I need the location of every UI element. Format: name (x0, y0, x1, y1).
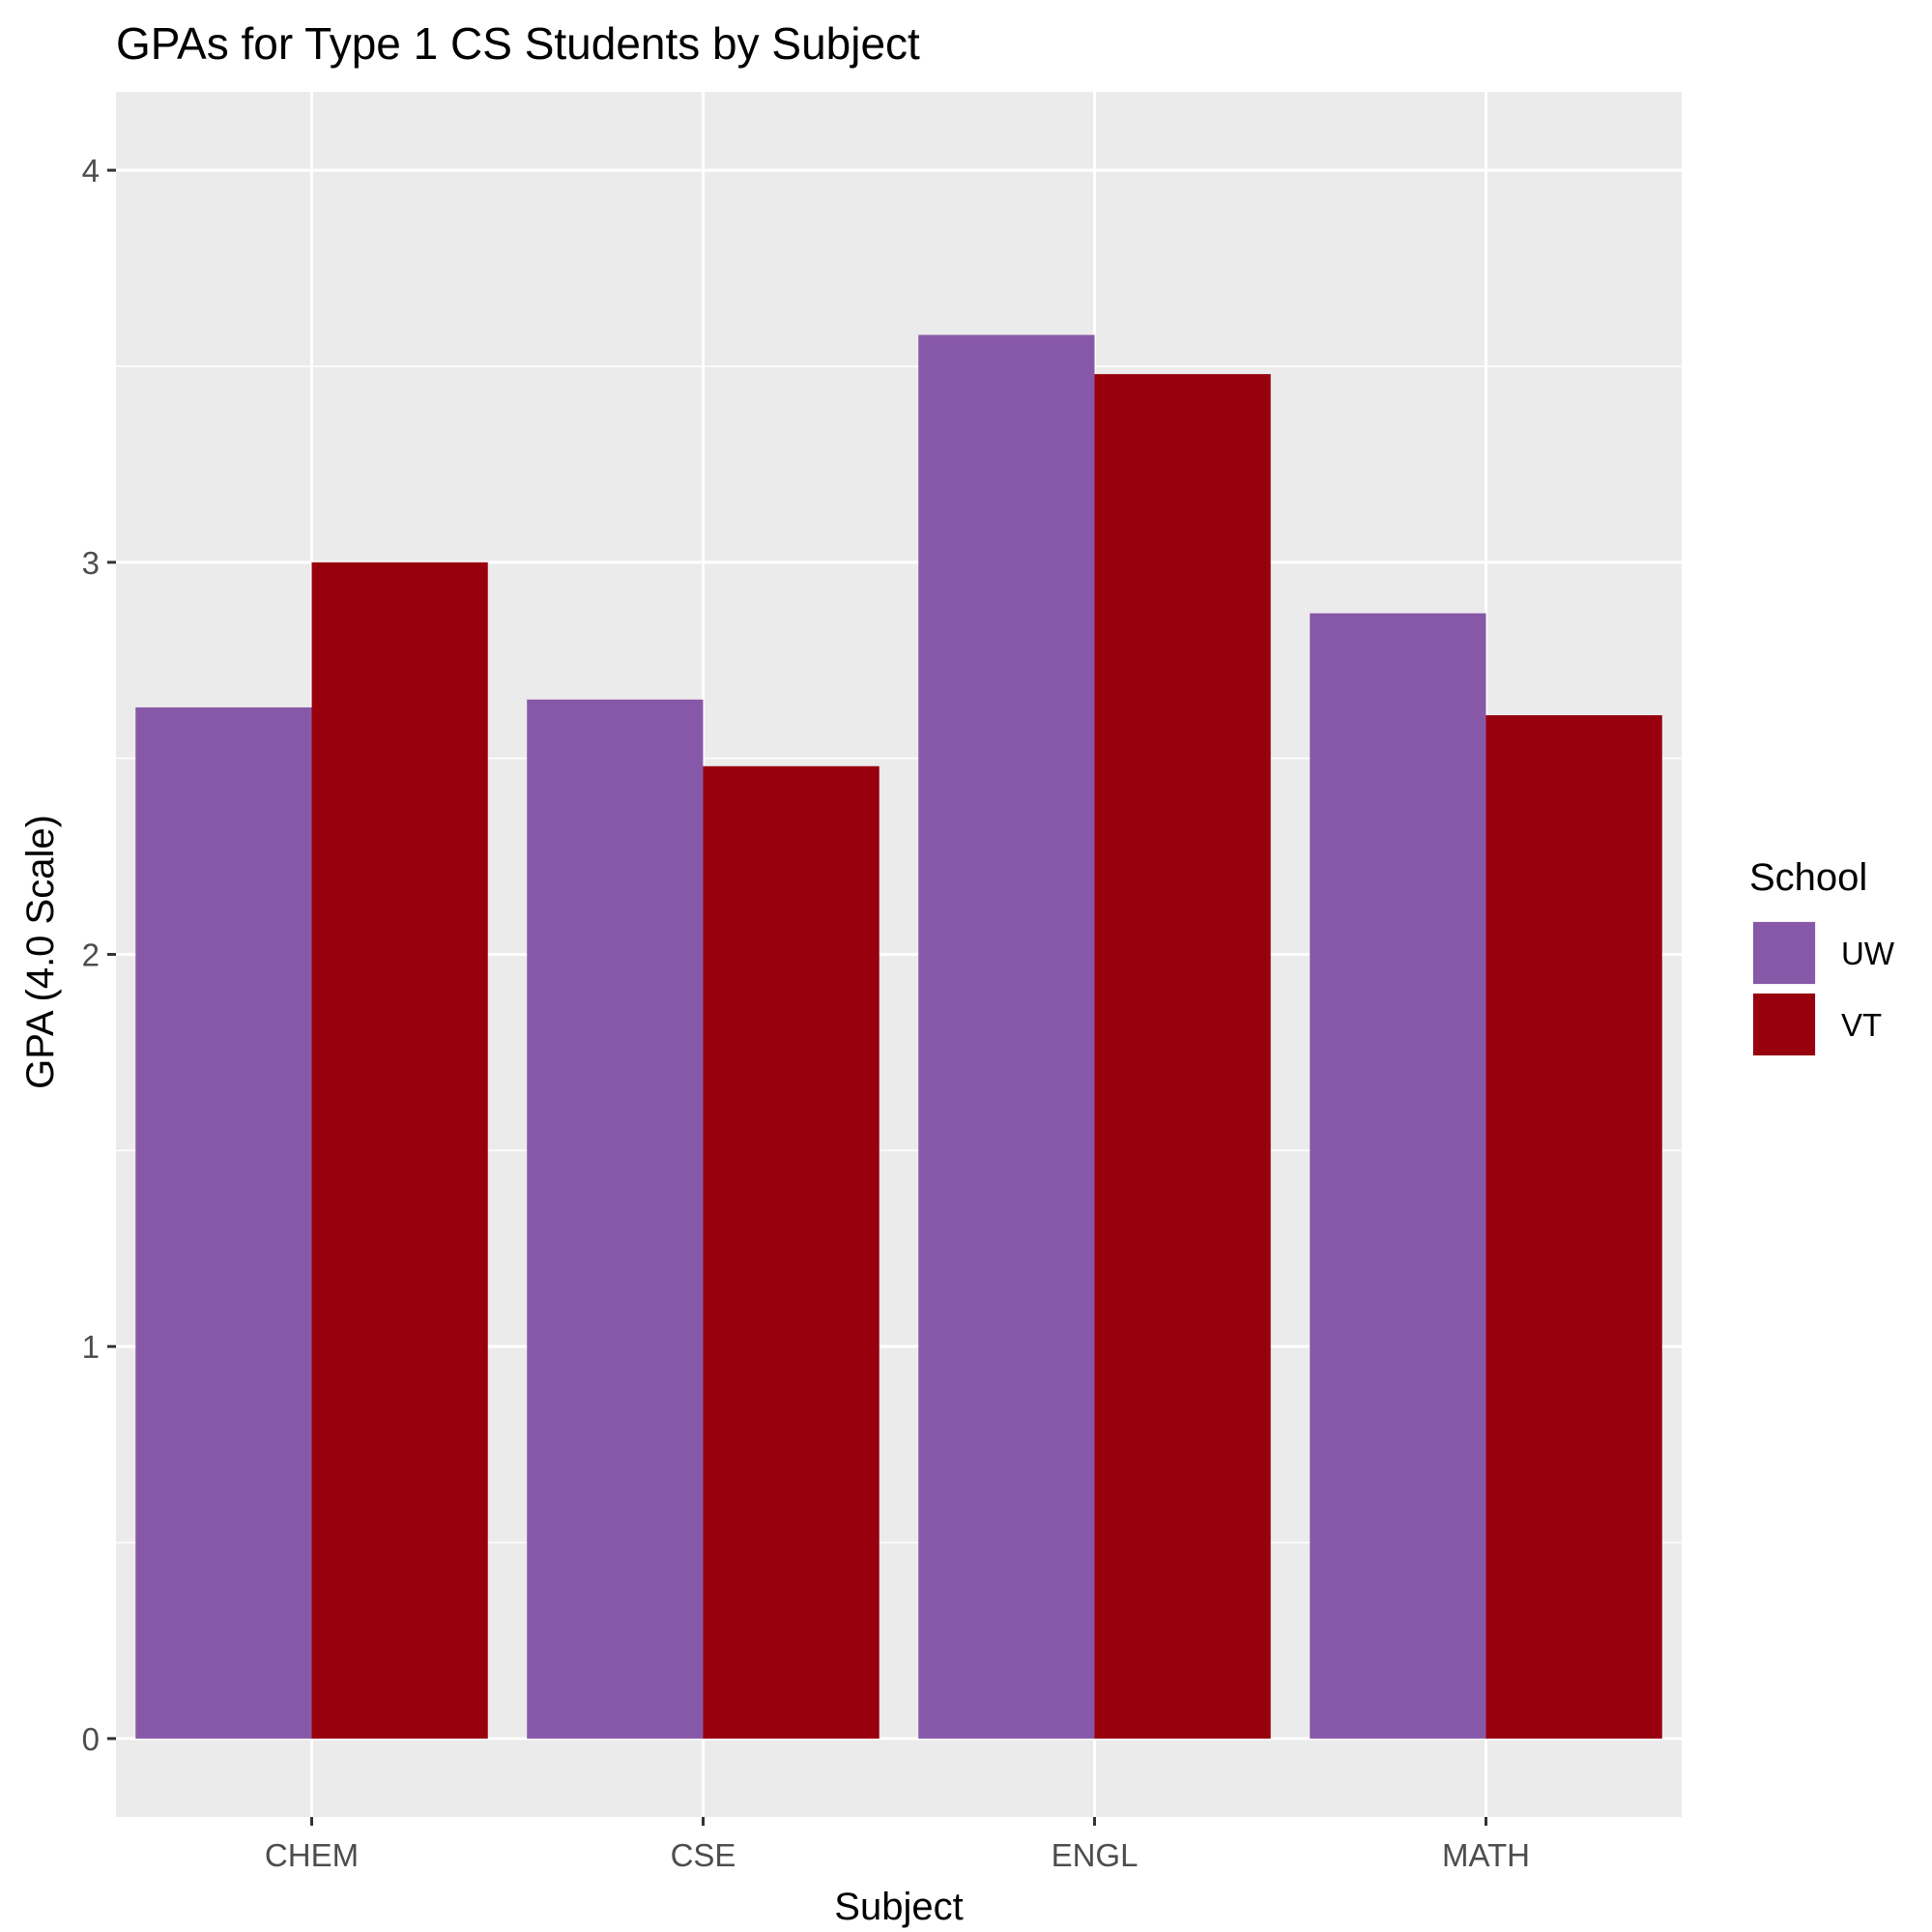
x-tick-label: ENGL (1052, 1837, 1139, 1873)
bar-vt-chem (311, 562, 488, 1739)
legend-items: UW VT (1752, 921, 1895, 1056)
legend-swatch-vt (1753, 994, 1815, 1055)
bar-uw-engl (918, 334, 1095, 1739)
legend-swatch-uw (1753, 922, 1815, 984)
chart-title: GPAs for Type 1 CS Students by Subject (116, 18, 920, 69)
x-tick-label: MATH (1442, 1837, 1530, 1873)
y-tick-label: 2 (82, 937, 100, 973)
bar-vt-math (1485, 715, 1662, 1739)
x-tick-label: CSE (671, 1837, 736, 1873)
bar-uw-cse (527, 699, 704, 1739)
x-axis-title: Subject (834, 1886, 963, 1928)
legend: School UW VT (1749, 856, 1895, 1056)
bar-vt-cse (703, 765, 879, 1739)
bar-vt-engl (1094, 374, 1271, 1739)
bar-uw-math (1310, 613, 1486, 1739)
y-tick-label: 4 (82, 153, 100, 188)
legend-label-vt: VT (1841, 1007, 1882, 1043)
y-tick-label: 3 (82, 545, 100, 581)
x-axis: CHEM CSE ENGL MATH (265, 1817, 1530, 1873)
legend-title: School (1749, 856, 1867, 899)
bar-uw-chem (135, 706, 312, 1739)
y-axis: 0 1 2 3 4 (82, 153, 116, 1757)
y-axis-title: GPA (4.0 Scale) (19, 815, 62, 1089)
y-tick-label: 1 (82, 1329, 100, 1365)
bars (135, 334, 1662, 1739)
x-tick-label: CHEM (265, 1837, 359, 1873)
legend-label-uw: UW (1841, 936, 1895, 971)
y-tick-label: 0 (82, 1721, 100, 1757)
